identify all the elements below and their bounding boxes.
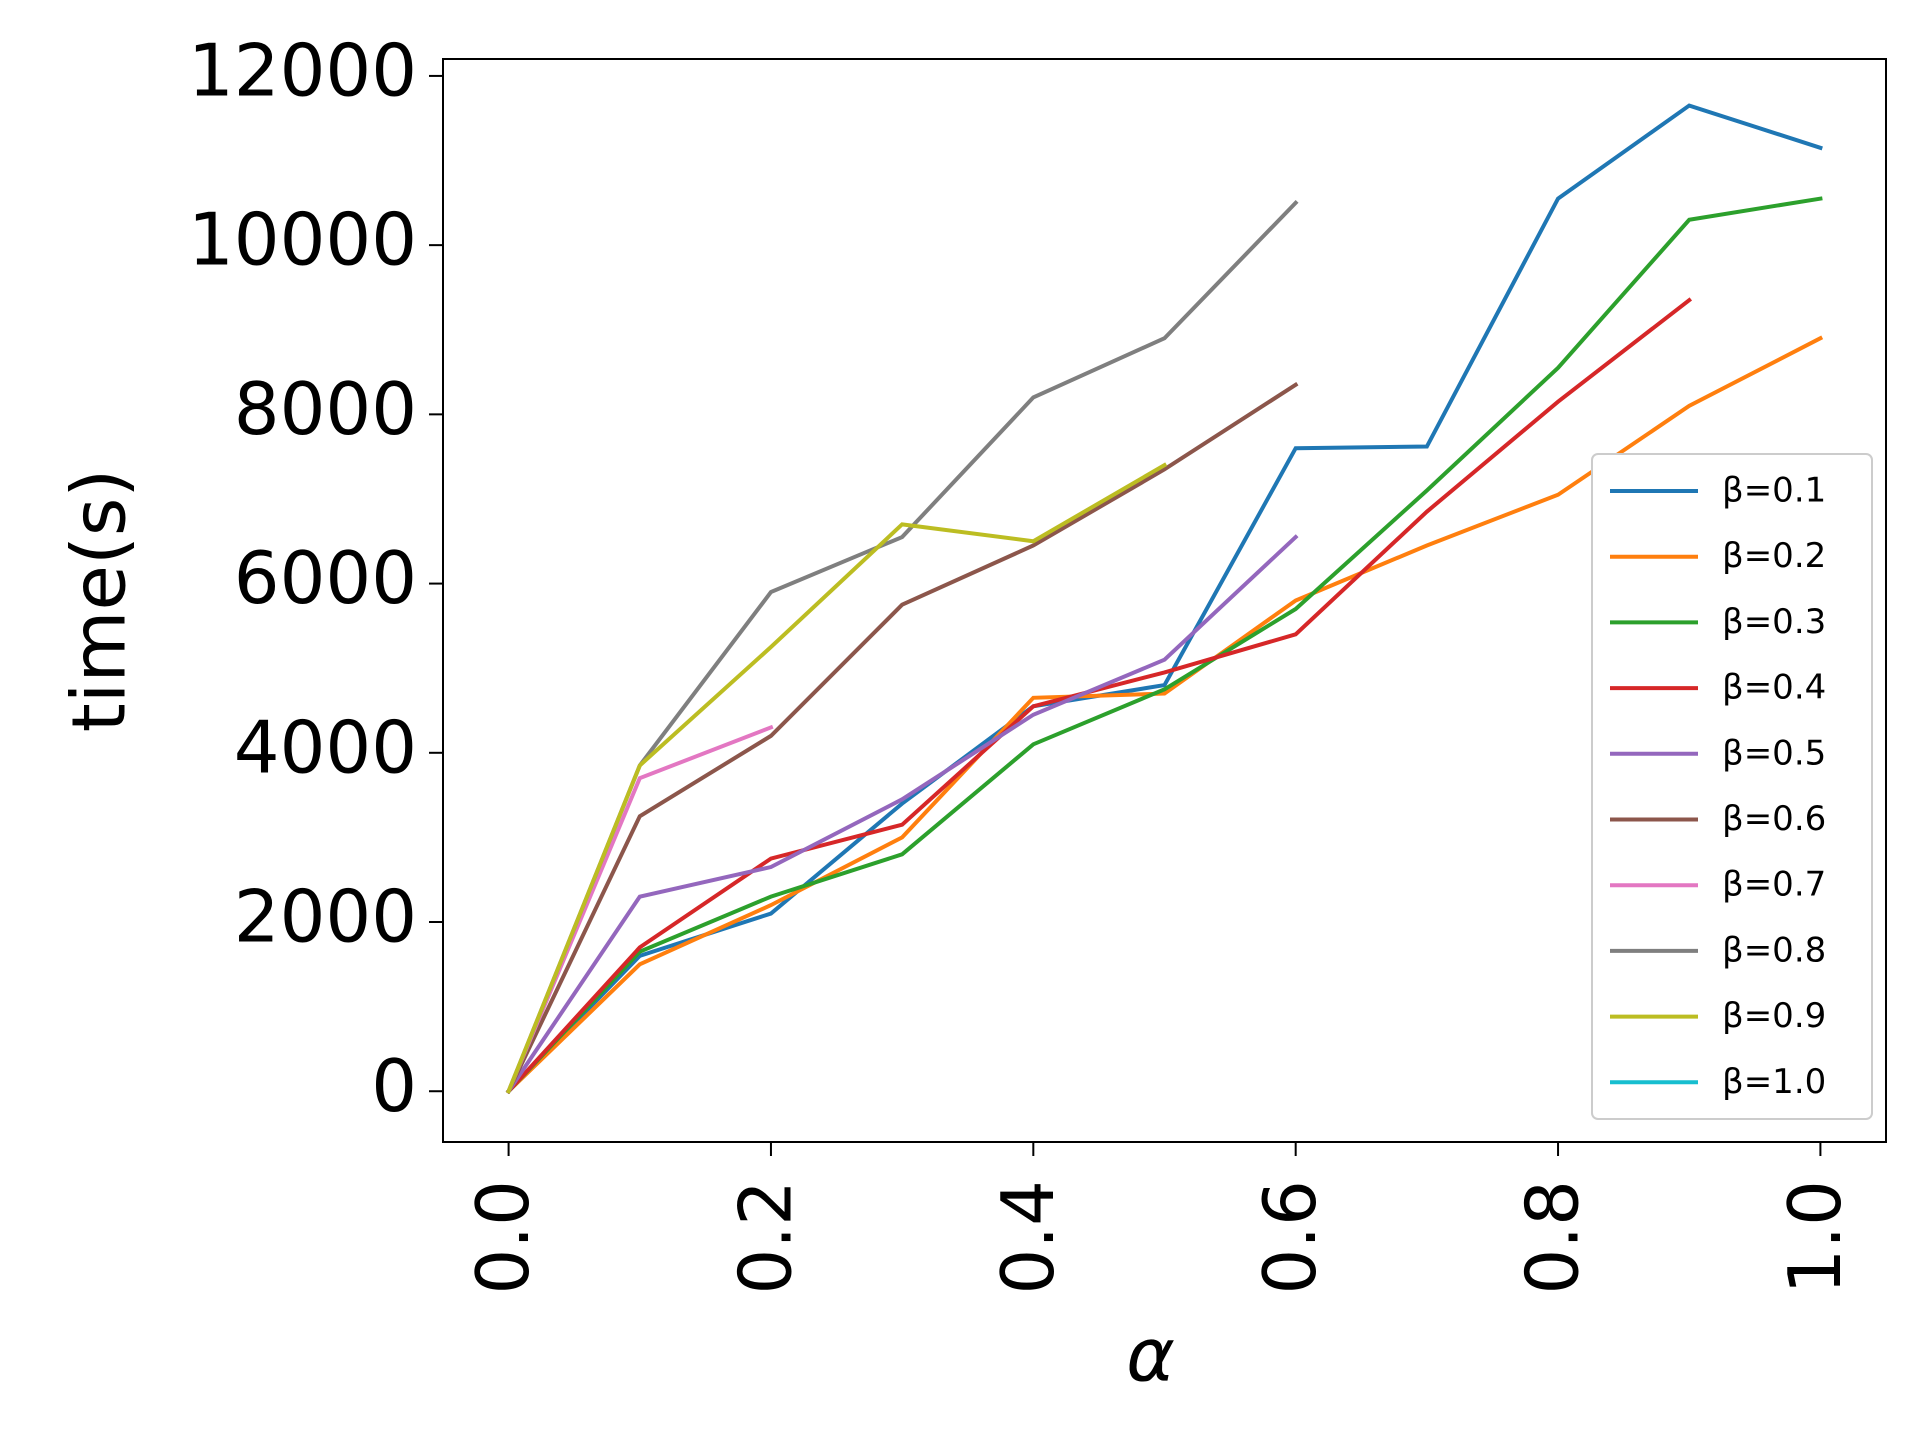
series-line-6 (505, 381, 1299, 1094)
legend-label-8: β=0.8 (1722, 930, 1826, 970)
legend-label-3: β=0.3 (1722, 602, 1826, 642)
legend-label-9: β=0.9 (1722, 996, 1826, 1036)
x-tick-label: 0.6 (1248, 1180, 1332, 1295)
x-tick-label: 0.2 (723, 1180, 807, 1295)
legend: β=0.1 β=0.2 β=0.3 β=0.4 β=0.5 β=0.6 β=0.7 β=0.8… (1591, 453, 1873, 1120)
y-tick-label: 4000 (234, 705, 417, 789)
axes-frame (442, 58, 1887, 1143)
x-tick-label: 0.4 (986, 1180, 1070, 1295)
series-line-5 (505, 534, 1299, 1095)
x-tick-label: 0.8 (1511, 1180, 1595, 1295)
series-line-7 (505, 724, 774, 1094)
y-axis: 0 2000 4000 6000 8000 10000 12000 (188, 28, 443, 1128)
plot-area (505, 103, 1824, 1095)
legend-label-7: β=0.7 (1722, 865, 1826, 905)
y-tick-label: 10000 (188, 198, 417, 282)
series-line-9 (505, 462, 1168, 1094)
legend-label-2: β=0.2 (1722, 536, 1826, 576)
y-tick-label: 6000 (234, 536, 417, 620)
x-axis-label: α (1126, 1313, 1175, 1399)
legend-label-4: β=0.4 (1722, 668, 1826, 708)
legend-label-5: β=0.5 (1722, 733, 1826, 773)
legend-label-10: β=1.0 (1722, 1062, 1826, 1102)
legend-label-1: β=0.1 (1722, 471, 1826, 511)
y-tick-label: 2000 (234, 875, 417, 959)
legend-label-6: β=0.6 (1722, 799, 1826, 839)
y-tick-label: 8000 (234, 367, 417, 451)
x-axis: 0.0 0.2 0.4 0.6 0.8 1.0 (461, 1142, 1857, 1295)
series-line-1 (505, 103, 1823, 1095)
x-tick-label: 0.0 (461, 1180, 545, 1295)
y-tick-label: 0 (371, 1044, 417, 1128)
x-tick-label: 1.0 (1773, 1180, 1857, 1295)
y-tick-label: 12000 (188, 28, 417, 112)
y-axis-label: time(s) (57, 469, 143, 732)
series-line-3 (505, 196, 1823, 1095)
